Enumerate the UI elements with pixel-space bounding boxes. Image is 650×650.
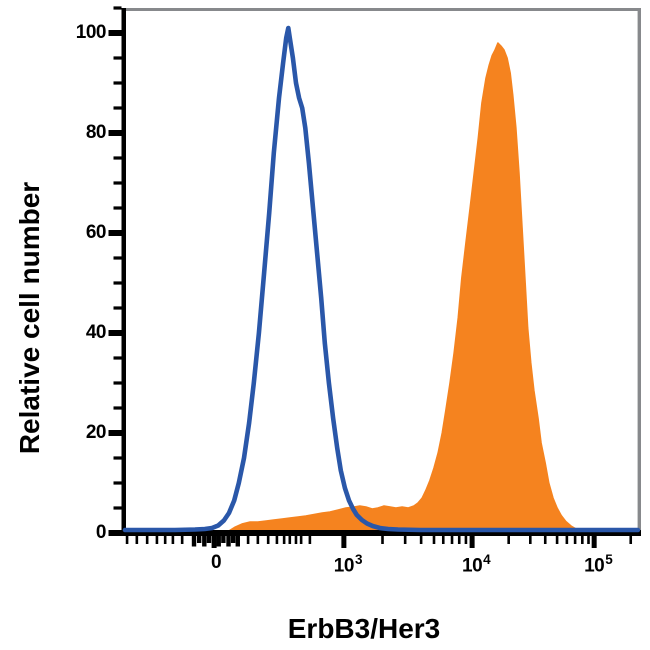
y-minor-tick xyxy=(113,156,122,160)
x-minor-tick xyxy=(573,536,577,544)
x-tick-exponent: 4 xyxy=(483,552,491,567)
x-minor-tick xyxy=(155,536,159,544)
y-minor-tick xyxy=(113,481,122,485)
control-open-histogram-curve xyxy=(122,25,641,533)
x-minor-tick xyxy=(125,536,129,544)
x-minor-tick xyxy=(135,536,139,544)
x-minor-tick xyxy=(171,536,175,544)
x-zero-cluster-tick xyxy=(202,536,207,547)
y-minor-tick xyxy=(113,81,122,85)
y-major-tick xyxy=(108,330,122,336)
y-tick-label-0: 0 xyxy=(95,522,107,543)
y-minor-tick xyxy=(113,456,122,460)
x-zero-cluster-tick xyxy=(206,536,212,543)
y-minor-tick xyxy=(113,281,122,285)
x-minor-tick xyxy=(507,536,510,544)
x-minor-tick xyxy=(180,536,184,544)
x-major-tick xyxy=(591,536,597,548)
x-tick-exponent: 5 xyxy=(605,552,613,567)
y-minor-tick xyxy=(113,306,122,310)
x-minor-tick xyxy=(529,536,532,544)
x-minor-tick xyxy=(308,536,312,544)
x-minor-tick xyxy=(450,536,454,544)
y-minor-tick xyxy=(113,506,122,510)
y-axis-line xyxy=(121,8,126,536)
x-zero-cluster-tick xyxy=(221,536,226,543)
y-minor-tick xyxy=(113,381,122,385)
x-minor-tick xyxy=(543,536,547,544)
x-zero-cluster-tick xyxy=(191,536,197,547)
plot-frame-right xyxy=(637,8,641,536)
x-minor-tick xyxy=(457,536,461,544)
x-minor-tick xyxy=(266,536,270,544)
x-minor-tick xyxy=(275,536,279,544)
erbb3-filled-histogram-curve xyxy=(227,42,581,534)
x-major-tick xyxy=(469,536,475,548)
y-major-tick xyxy=(108,530,122,536)
x-zero-cluster-tick xyxy=(226,536,231,547)
x-zero-cluster-tick xyxy=(230,536,236,543)
x-minor-tick xyxy=(282,536,286,544)
y-minor-tick xyxy=(113,106,122,110)
x-zero-cluster-tick xyxy=(216,536,221,547)
x-minor-tick xyxy=(419,536,423,544)
y-minor-tick xyxy=(113,356,122,360)
y-major-tick xyxy=(108,130,122,136)
x-minor-tick xyxy=(581,536,584,544)
x-minor-tick xyxy=(464,536,468,544)
x-minor-tick xyxy=(256,536,260,544)
x-tick-label-0: 0 xyxy=(211,552,222,573)
x-minor-tick xyxy=(288,536,292,544)
x-minor-tick xyxy=(145,536,149,544)
x-minor-tick xyxy=(565,536,569,544)
x-axis-line xyxy=(121,530,641,536)
x-tick-exponent: 3 xyxy=(354,552,363,567)
x-tick-label-103: 103 xyxy=(333,552,363,577)
x-minor-tick xyxy=(381,536,384,544)
y-major-tick xyxy=(108,30,122,36)
x-major-tick xyxy=(211,536,217,548)
x-tick-label-105: 105 xyxy=(584,552,613,577)
y-minor-tick xyxy=(113,56,122,60)
y-tick-label-60: 60 xyxy=(85,222,107,243)
x-zero-cluster-tick xyxy=(235,536,240,547)
x-minor-tick xyxy=(432,536,436,544)
y-minor-tick xyxy=(113,406,122,410)
y-major-tick xyxy=(108,230,122,236)
x-minor-tick xyxy=(555,536,559,544)
x-tick-label-104: 104 xyxy=(462,552,491,577)
y-minor-tick xyxy=(113,206,122,210)
y-tick-label-20: 20 xyxy=(85,422,107,443)
x-minor-tick xyxy=(587,536,590,544)
y-minor-tick xyxy=(113,256,122,260)
x-minor-tick xyxy=(246,536,250,544)
x-axis-title: ErbB3/Her3 xyxy=(287,613,441,644)
x-major-tick xyxy=(341,536,347,548)
x-minor-tick xyxy=(294,536,298,544)
x-zero-cluster-tick xyxy=(196,536,202,543)
x-minor-tick xyxy=(403,536,407,544)
y-major-tick xyxy=(108,430,122,436)
y-tick-label-80: 80 xyxy=(85,122,107,143)
x-minor-tick xyxy=(299,536,303,544)
plot-frame-top xyxy=(121,8,641,11)
y-tick-label-100: 100 xyxy=(75,22,107,43)
y-axis-title: Relative cell number xyxy=(14,181,45,455)
x-minor-tick xyxy=(441,536,445,544)
x-minor-tick xyxy=(629,536,633,544)
y-minor-tick xyxy=(113,181,122,185)
y-minor-tick xyxy=(113,6,122,10)
y-tick-label-40: 40 xyxy=(85,322,107,343)
x-minor-tick xyxy=(163,536,167,544)
